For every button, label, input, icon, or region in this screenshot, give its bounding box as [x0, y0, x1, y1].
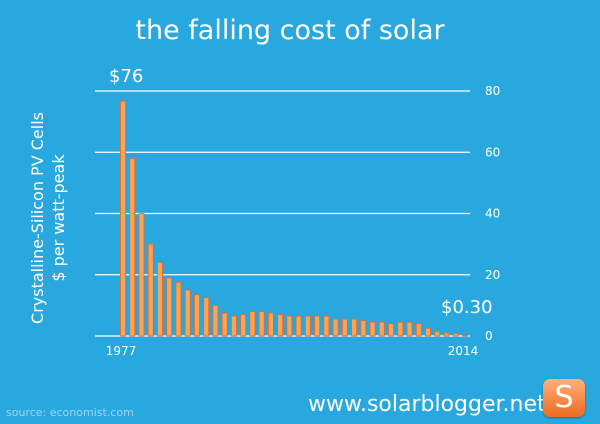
- bar-1985: [194, 294, 200, 337]
- y-tick-label-80: 80: [485, 84, 500, 98]
- y-tick-label-0: 0: [485, 329, 493, 343]
- y-axis-label-line2: $ per watt-peak: [49, 154, 68, 282]
- bar-1991: [249, 311, 256, 337]
- bar-1977: [120, 100, 126, 337]
- bar-1983: [175, 282, 182, 337]
- bar-1993: [267, 312, 274, 337]
- bar-1988: [221, 312, 228, 337]
- bar-2012: [443, 332, 450, 337]
- chart-title: the falling cost of solar: [135, 15, 445, 46]
- bar-2011: [434, 331, 441, 337]
- bar-1995: [286, 315, 293, 337]
- y-tick-label-20: 20: [485, 268, 500, 282]
- bar-1990: [240, 314, 247, 337]
- bar-1979: [138, 213, 145, 337]
- bar-2007: [397, 321, 404, 337]
- bar-1978: [129, 157, 136, 337]
- bar-2002: [351, 318, 357, 337]
- bar-2006: [388, 323, 394, 337]
- solarblogger-logo[interactable]: S: [543, 379, 585, 417]
- bar-1994: [277, 314, 284, 337]
- bar-2001: [341, 318, 348, 337]
- bar-1984: [184, 289, 191, 337]
- bar-2005: [378, 321, 385, 337]
- bar-2013: [452, 333, 459, 337]
- y-tick-label-40: 40: [485, 207, 500, 221]
- bar-1989: [231, 315, 237, 337]
- annotation-first-value: $76: [109, 66, 143, 87]
- bar-2008: [406, 321, 413, 337]
- bar-1982: [166, 277, 173, 337]
- website-url[interactable]: www.solarblogger.net: [308, 392, 546, 417]
- bar-1998: [314, 315, 321, 337]
- bar-2014: [462, 334, 468, 337]
- bar-1992: [258, 311, 265, 337]
- bar-2009: [415, 323, 422, 337]
- bar-1997: [304, 315, 311, 337]
- annotation-last-value: $0.30: [441, 297, 493, 318]
- bar-1996: [295, 315, 302, 337]
- y-tick-label-60: 60: [485, 145, 500, 159]
- bar-1981: [157, 262, 163, 337]
- bar-2004: [369, 321, 376, 337]
- x-tick-label-end: 2014: [448, 344, 479, 358]
- y-axis-label-line1: Crystalline-Silicon PV Cells: [28, 112, 47, 324]
- source-credit: source: economist.com: [6, 406, 134, 419]
- bar-2010: [425, 327, 431, 337]
- x-tick-label-start: 1977: [106, 344, 137, 358]
- bar-1986: [203, 297, 210, 337]
- bar-2000: [332, 318, 339, 337]
- bar-1980: [147, 243, 154, 337]
- bar-1999: [323, 315, 330, 337]
- bar-1987: [212, 304, 219, 337]
- bar-2003: [360, 320, 367, 337]
- logo-letter: S: [554, 380, 574, 415]
